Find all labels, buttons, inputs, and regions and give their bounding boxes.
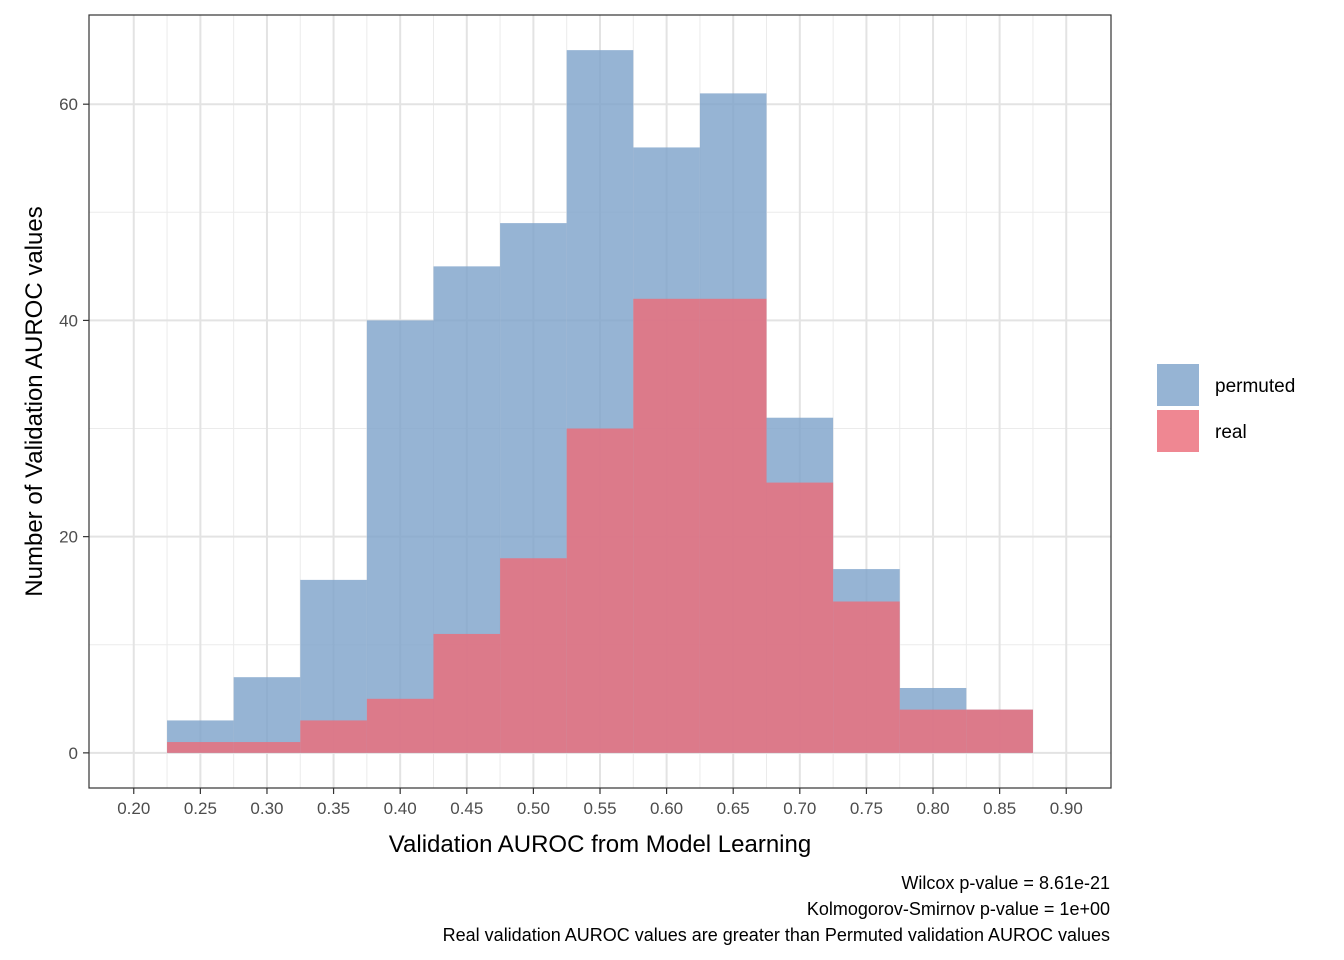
x-tick-label: 0.55 bbox=[583, 799, 616, 818]
bar-real bbox=[300, 720, 367, 753]
bar-real bbox=[766, 482, 834, 753]
caption-line-ks: Kolmogorov-Smirnov p-value = 1e+00 bbox=[806, 899, 1110, 919]
bar-real bbox=[566, 428, 634, 753]
caption: Wilcox p-value = 8.61e-21 Kolmogorov-Smi… bbox=[443, 870, 1110, 948]
bar-real bbox=[699, 298, 767, 753]
legend-key-permuted bbox=[1157, 364, 1199, 406]
bar-real bbox=[167, 742, 234, 753]
x-tick-label: 0.80 bbox=[916, 799, 949, 818]
bars bbox=[167, 50, 1033, 753]
x-tick-label: 0.70 bbox=[783, 799, 816, 818]
legend: permuted real bbox=[1157, 364, 1295, 452]
legend-label-permuted: permuted bbox=[1215, 376, 1295, 397]
x-axis-title: Validation AUROC from Model Learning bbox=[389, 831, 811, 858]
y-tick-label: 20 bbox=[59, 528, 78, 547]
bar-real bbox=[500, 558, 567, 753]
legend-label-real: real bbox=[1215, 422, 1247, 443]
y-tick-label: 0 bbox=[69, 744, 78, 763]
y-axis-title: Number of Validation AUROC values bbox=[21, 206, 48, 596]
x-tick-label: 0.60 bbox=[650, 799, 683, 818]
x-tick-label: 0.35 bbox=[317, 799, 350, 818]
bar-real bbox=[233, 742, 301, 753]
bar-real bbox=[633, 298, 700, 753]
bar-real bbox=[833, 601, 900, 753]
x-tick-label: 0.90 bbox=[1050, 799, 1083, 818]
y-tick-label: 60 bbox=[59, 95, 78, 114]
x-tick-label: 0.40 bbox=[384, 799, 417, 818]
x-tick-label: 0.50 bbox=[517, 799, 550, 818]
bar-permuted bbox=[366, 320, 434, 753]
caption-line-wilcox: Wilcox p-value = 8.61e-21 bbox=[901, 873, 1110, 893]
x-tick-label: 0.45 bbox=[450, 799, 483, 818]
bar-permuted bbox=[233, 677, 301, 753]
caption-line-conclusion: Real validation AUROC values are greater… bbox=[442, 925, 1110, 945]
bar-real bbox=[366, 698, 434, 753]
x-tick-label: 0.30 bbox=[250, 799, 283, 818]
x-tick-label: 0.75 bbox=[850, 799, 883, 818]
x-tick-label: 0.85 bbox=[983, 799, 1016, 818]
bar-real bbox=[899, 709, 967, 753]
x-tick-label: 0.20 bbox=[117, 799, 150, 818]
y-axis-ticks: 0 20 40 60 bbox=[59, 95, 89, 763]
x-tick-label: 0.65 bbox=[717, 799, 750, 818]
y-tick-label: 40 bbox=[59, 311, 78, 330]
x-axis-ticks: 0.20 0.25 0.30 0.35 0.40 0.45 0.50 0.55 0.60 0.65… bbox=[117, 788, 1083, 818]
legend-key-real bbox=[1157, 410, 1199, 452]
bar-real bbox=[433, 633, 501, 753]
x-tick-label: 0.25 bbox=[184, 799, 217, 818]
bar-real bbox=[966, 709, 1033, 753]
